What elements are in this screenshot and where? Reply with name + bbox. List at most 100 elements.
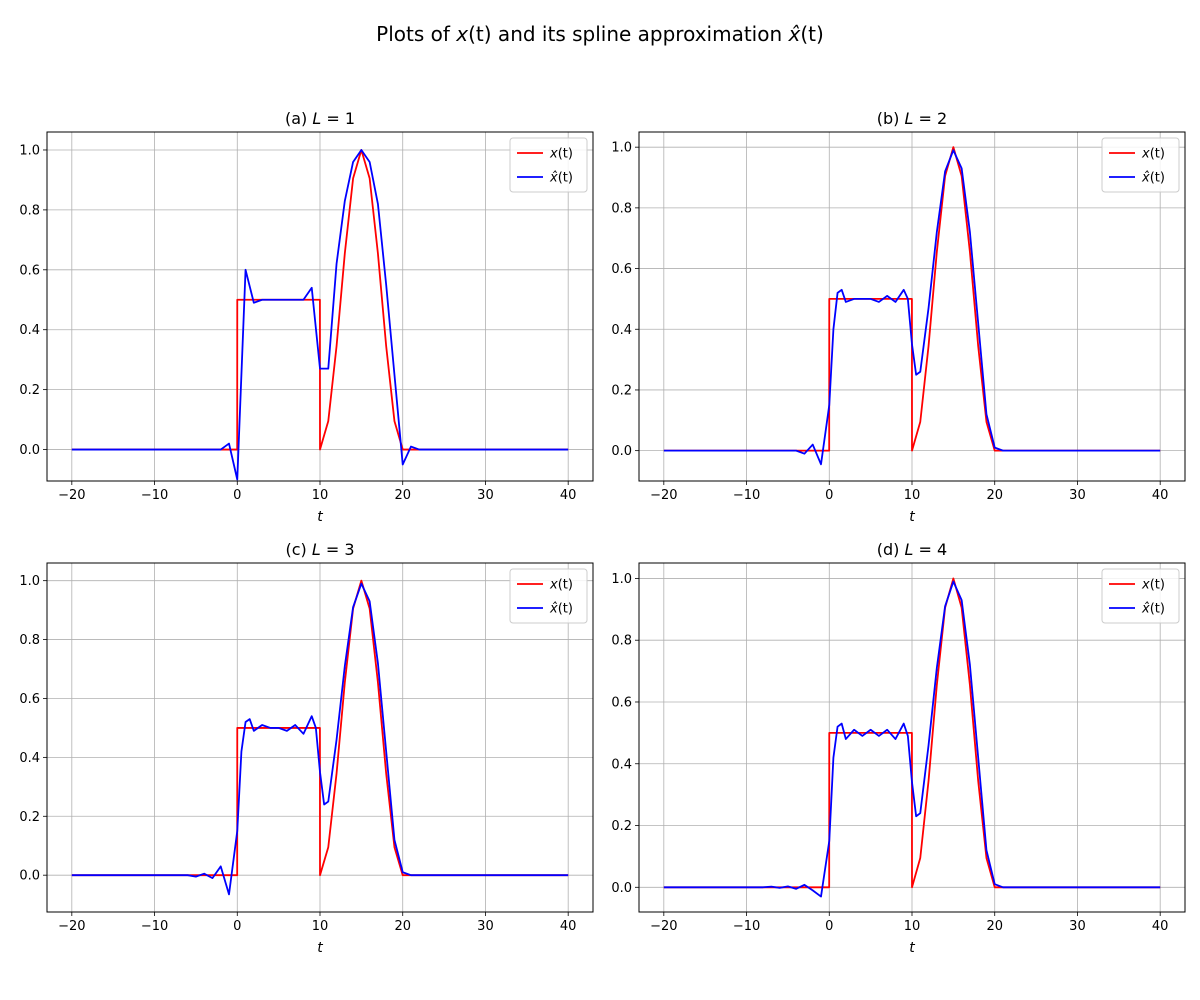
y-tick-label: 0.2 bbox=[611, 819, 632, 834]
x-tick-label: −20 bbox=[650, 488, 677, 503]
series-line-approx bbox=[71, 149, 569, 481]
x-tick-label: 20 bbox=[394, 488, 411, 503]
x-tick-label: 30 bbox=[477, 488, 494, 503]
y-tick-label: 0.8 bbox=[19, 633, 40, 648]
x-tick-label: −20 bbox=[58, 488, 85, 503]
legend-label-arg: (t) bbox=[1150, 171, 1165, 186]
legend-label-var: x bbox=[1141, 147, 1150, 162]
subplot-title: (b) L = 2 bbox=[877, 109, 947, 128]
subplot-title-prefix: (c) bbox=[285, 540, 311, 559]
x-tick-label: 10 bbox=[904, 919, 921, 934]
subplot-title-value: = 1 bbox=[321, 109, 355, 128]
subplot-title-value: = 3 bbox=[321, 540, 355, 559]
subplot-title-prefix: (a) bbox=[285, 109, 312, 128]
y-tick-label: 0.0 bbox=[611, 444, 632, 459]
y-tick-label: 0.0 bbox=[611, 881, 632, 896]
legend: x(t) x̂(t) bbox=[509, 568, 588, 624]
legend-box bbox=[1101, 137, 1180, 193]
legend: x(t)x̂(t) bbox=[1101, 568, 1180, 624]
x-tick-label: 20 bbox=[986, 919, 1003, 934]
subplot-grid: (a) L = 1 −20 −10 0 10 20 30 40 0.0 0.2 0.4 0.6 0.8 1… bbox=[19, 109, 1186, 956]
y-tick-label: 0.2 bbox=[19, 810, 40, 825]
figure-title: Plots of x(t) and its spline approximati… bbox=[376, 22, 824, 46]
x-tick-label: 30 bbox=[1069, 919, 1086, 934]
x-tick-label: 0 bbox=[825, 488, 833, 503]
axes-frame bbox=[638, 131, 1186, 482]
y-tick-label: 0.2 bbox=[19, 383, 40, 398]
y-tick-label: 1.0 bbox=[19, 574, 40, 589]
y-tick-label: 0.4 bbox=[611, 323, 632, 338]
subplot-4: (d) L = 4 −20 −10 0 10 20 30 40 0.0 0.2 0.4 0.6 0.8 1… bbox=[611, 540, 1186, 956]
y-tick-label: 0.8 bbox=[611, 634, 632, 649]
legend-label-approx: x̂(t) bbox=[1141, 171, 1165, 186]
y-tick-label: 0.6 bbox=[611, 262, 632, 277]
axes-frame bbox=[46, 131, 594, 482]
subplot-title: (c) L = 3 bbox=[285, 540, 354, 559]
x-tick-label: −10 bbox=[733, 488, 760, 503]
series-line-approx bbox=[71, 582, 569, 896]
subplot-title-var: L bbox=[905, 540, 914, 559]
y-tick-label: 0.0 bbox=[19, 443, 40, 458]
legend-label-arg: (t) bbox=[558, 171, 573, 186]
y-tick-label: 0.0 bbox=[19, 869, 40, 884]
x-tick-label: 20 bbox=[986, 488, 1003, 503]
x-tick-label: 40 bbox=[560, 919, 577, 934]
series-group bbox=[71, 579, 569, 896]
legend-label-signal: x(t) bbox=[549, 578, 573, 593]
legend-label-approx: x̂(t) bbox=[549, 171, 573, 186]
legend-label-var: x̂ bbox=[549, 602, 558, 617]
y-tick-label: 0.4 bbox=[19, 751, 40, 766]
y-tick-label: 0.6 bbox=[19, 692, 40, 707]
y-tick-label: 0.6 bbox=[611, 695, 632, 710]
legend-label-arg: (t) bbox=[1150, 578, 1165, 593]
subplot-2: (b) L = 2 −20 −10 0 10 20 30 40 0.0 0.2 0.4 0.6 0.8 1… bbox=[611, 109, 1186, 525]
y-tick-label: 0.8 bbox=[611, 201, 632, 216]
x-axis-label: t bbox=[909, 940, 915, 956]
legend-box bbox=[1101, 568, 1180, 624]
legend-label-arg: (t) bbox=[1150, 602, 1165, 617]
x-axis-label: t bbox=[317, 940, 323, 956]
x-axis-label: t bbox=[317, 509, 323, 525]
y-tick-label: 0.2 bbox=[611, 383, 632, 398]
x-tick-label: 40 bbox=[1152, 919, 1169, 934]
x-tick-label: 10 bbox=[312, 488, 329, 503]
series-group bbox=[71, 149, 569, 481]
legend-label-var: x̂ bbox=[1141, 171, 1150, 186]
legend-label-arg: (t) bbox=[1150, 147, 1165, 162]
legend-label-approx: x̂(t) bbox=[549, 602, 573, 617]
x-axis-label: t bbox=[909, 509, 915, 525]
x-tick-label: 10 bbox=[904, 488, 921, 503]
y-tick-label: 0.8 bbox=[19, 203, 40, 218]
series-group bbox=[663, 577, 1161, 898]
y-tick-label: 0.4 bbox=[611, 757, 632, 772]
series-line-approx bbox=[663, 149, 1161, 466]
x-tick-label: 0 bbox=[233, 488, 241, 503]
x-tick-label: −10 bbox=[141, 919, 168, 934]
legend-label-var: x̂ bbox=[549, 171, 558, 186]
legend-label-signal: x(t) bbox=[1141, 147, 1165, 162]
series-group bbox=[663, 146, 1161, 466]
y-tick-label: 1.0 bbox=[19, 143, 40, 158]
legend: x(t)x̂(t) bbox=[509, 137, 588, 193]
legend-label-signal: x(t) bbox=[1141, 578, 1165, 593]
subplot-title-var: L bbox=[312, 109, 321, 128]
legend-label-arg: (t) bbox=[558, 147, 573, 162]
y-tick-label: 0.6 bbox=[19, 263, 40, 278]
series-line-approx bbox=[663, 580, 1161, 898]
legend-box bbox=[509, 568, 588, 624]
legend-label-approx: x̂(t) bbox=[1141, 602, 1165, 617]
y-tick-label: 0.4 bbox=[19, 323, 40, 338]
legend-label-var: x bbox=[1141, 578, 1150, 593]
legend-label-arg: (t) bbox=[558, 578, 573, 593]
subplot-3: (c) L = 3 −20 −10 0 10 20 30 40 0.0 0.2 0.4 0.6 0.8 1… bbox=[19, 540, 594, 956]
x-tick-label: 40 bbox=[1152, 488, 1169, 503]
legend-label-var: x bbox=[549, 147, 558, 162]
subplot-title-value: = 2 bbox=[913, 109, 947, 128]
x-tick-label: −20 bbox=[58, 919, 85, 934]
legend-label-var: x̂ bbox=[1141, 602, 1150, 617]
subplot-title: (a) L = 1 bbox=[285, 109, 355, 128]
legend-label-var: x bbox=[549, 578, 558, 593]
subplot-title-var: L bbox=[312, 540, 321, 559]
